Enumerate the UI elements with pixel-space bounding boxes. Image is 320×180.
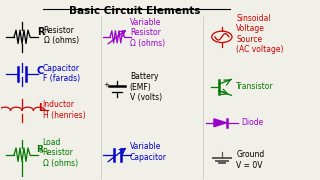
Text: L: L xyxy=(39,149,43,154)
Text: Sinsoidal
Voltage
Source
(AC voltage): Sinsoidal Voltage Source (AC voltage) xyxy=(236,14,284,54)
Text: Inductor
H (henries): Inductor H (henries) xyxy=(43,100,85,120)
Text: Variable
Resistor
Ω (ohms): Variable Resistor Ω (ohms) xyxy=(130,18,165,48)
Text: +: + xyxy=(104,82,110,88)
Text: Variable
Capacitor: Variable Capacitor xyxy=(130,142,167,162)
Text: L: L xyxy=(38,103,44,113)
Text: R: R xyxy=(36,145,43,154)
Text: Resistor
Ω (ohms): Resistor Ω (ohms) xyxy=(44,26,79,45)
Text: Ground
V = 0V: Ground V = 0V xyxy=(236,150,264,170)
Text: R: R xyxy=(37,27,45,37)
Text: C: C xyxy=(36,66,44,76)
Text: Capacitor
F (farads): Capacitor F (farads) xyxy=(43,64,80,83)
Polygon shape xyxy=(214,119,227,127)
Text: Basic Circuit Elements: Basic Circuit Elements xyxy=(69,6,200,16)
Text: Transistor: Transistor xyxy=(236,82,274,91)
Text: Load
Resistor
Ω (ohms): Load Resistor Ω (ohms) xyxy=(43,138,78,168)
Text: Diode: Diode xyxy=(241,118,263,127)
Text: Battery
(EMF)
V (volts): Battery (EMF) V (volts) xyxy=(130,72,162,102)
